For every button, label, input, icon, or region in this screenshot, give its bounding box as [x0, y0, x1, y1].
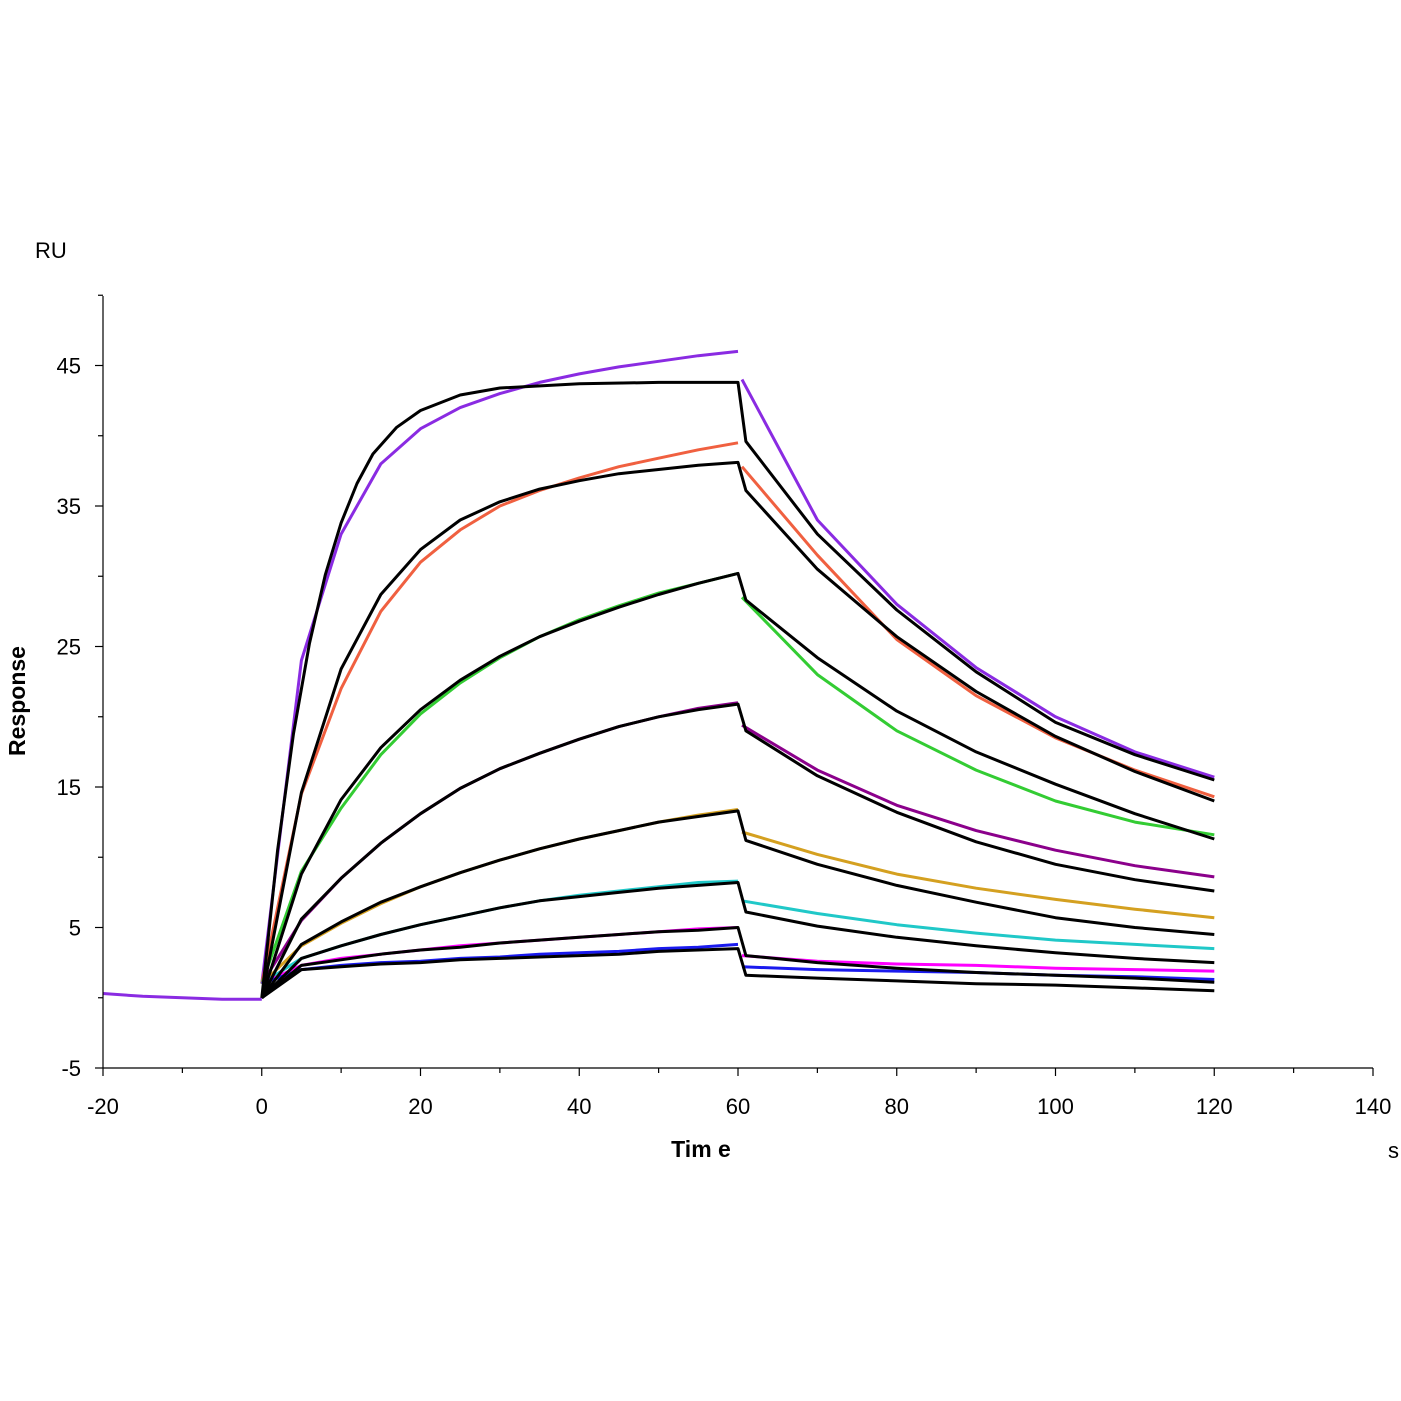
x-axis-title: Tim e [671, 1136, 731, 1162]
y-tick-label: 35 [57, 494, 81, 519]
fit-curve-2 [260, 460, 1215, 999]
x-tick-label: 120 [1196, 1094, 1233, 1119]
x-tick-label: 140 [1355, 1094, 1392, 1119]
x-tick-label: 60 [726, 1094, 750, 1119]
x-axis-ticks: -20 0 20 40 60 80 100 120 140 [87, 1068, 1391, 1119]
x-tick-label: 100 [1037, 1094, 1074, 1119]
y-tick-label: -5 [61, 1056, 81, 1081]
fit-curve-4 [260, 702, 1215, 999]
sensorgram-dissociation-6 [741, 899, 1215, 951]
y-axis-ticks: -5 5 15 25 35 45 [57, 294, 103, 1081]
sensorgram-association-1 [260, 349, 739, 984]
x-unit-label: s [1388, 1138, 1399, 1163]
sensorgram-dissociation-2 [740, 465, 1215, 799]
fit-curve-5 [260, 809, 1215, 999]
fit-curve-7 [260, 926, 1215, 999]
sensorgram-dissociation-3 [740, 596, 1215, 837]
y-tick-label: 15 [57, 775, 81, 800]
sensorgram-dissociation-4 [741, 723, 1215, 879]
y-axis-title: Response [4, 646, 30, 756]
fit-curve-8 [260, 947, 1215, 1000]
x-tick-label: 0 [256, 1094, 268, 1119]
sensorgram-association-2 [260, 441, 739, 985]
sensorgram-association-3 [260, 571, 739, 985]
x-tick-label: -20 [87, 1094, 119, 1119]
x-tick-label: 20 [408, 1094, 432, 1119]
sensorgram-dissociation-1 [740, 378, 1215, 779]
y-tick-label: 5 [69, 916, 81, 941]
baseline-trace [102, 992, 262, 1001]
sensorgram-dissociation-5 [741, 830, 1215, 920]
fit-curve-3 [260, 571, 1215, 999]
y-tick-label: 45 [57, 354, 81, 379]
y-unit-label: RU [35, 238, 67, 263]
axes: -20 0 20 40 60 80 100 120 140 -5 5 15 25 35 45 [57, 294, 1391, 1119]
fit-curve-1 [260, 380, 1215, 998]
x-tick-label: 40 [567, 1094, 591, 1119]
x-tick-label: 80 [885, 1094, 909, 1119]
fit-curve-6 [260, 881, 1215, 999]
y-tick-label: 25 [57, 635, 81, 660]
plot-traces [102, 349, 1215, 1001]
